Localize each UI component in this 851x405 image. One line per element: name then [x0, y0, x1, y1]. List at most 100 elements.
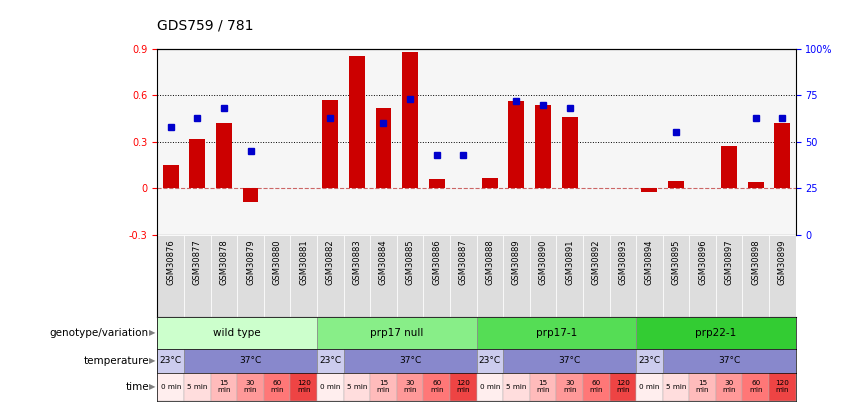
Text: GSM30878: GSM30878 [220, 239, 228, 285]
Text: GSM30899: GSM30899 [778, 239, 787, 285]
Bar [583, 49, 609, 235]
Bar [317, 349, 344, 373]
Text: 120
min: 120 min [297, 380, 311, 394]
Text: 0 min: 0 min [320, 384, 340, 390]
Bar [237, 49, 264, 235]
Text: GSM30887: GSM30887 [459, 239, 468, 285]
Text: GSM30880: GSM30880 [272, 239, 282, 285]
Bar [609, 235, 636, 317]
Text: GSM30877: GSM30877 [193, 239, 202, 285]
Bar [344, 373, 370, 401]
Text: GSM30894: GSM30894 [645, 239, 654, 285]
Bar [663, 349, 796, 373]
Text: 30
min: 30 min [563, 380, 576, 394]
Bar [636, 373, 663, 401]
Text: prp17-1: prp17-1 [536, 328, 577, 338]
Bar [503, 349, 636, 373]
Bar [769, 49, 796, 235]
Bar [344, 49, 370, 235]
Text: GSM30891: GSM30891 [565, 239, 574, 285]
Bar [163, 165, 179, 188]
Bar [424, 235, 450, 317]
Bar [482, 177, 498, 188]
Bar [375, 108, 391, 188]
Text: 120
min: 120 min [456, 380, 471, 394]
Text: 23°C: 23°C [479, 356, 501, 365]
Bar [583, 373, 609, 401]
Bar [290, 235, 317, 317]
Text: GSM30895: GSM30895 [671, 239, 681, 285]
Bar [636, 235, 663, 317]
Bar [562, 117, 578, 188]
Text: 23°C: 23°C [319, 356, 341, 365]
Bar [477, 373, 503, 401]
Text: GSM30896: GSM30896 [698, 239, 707, 285]
Bar [668, 181, 684, 188]
Text: GSM30883: GSM30883 [352, 239, 362, 285]
Bar [535, 104, 551, 188]
Text: 60
min: 60 min [590, 380, 603, 394]
Bar [529, 235, 557, 317]
Text: GSM30876: GSM30876 [166, 239, 175, 285]
Bar [317, 317, 477, 349]
Bar [184, 349, 317, 373]
Text: ▶: ▶ [149, 328, 156, 337]
Text: 15
min: 15 min [377, 380, 391, 394]
Text: ▶: ▶ [149, 356, 156, 365]
Text: genotype/variation: genotype/variation [50, 328, 149, 338]
Bar [477, 317, 636, 349]
Bar [557, 373, 583, 401]
Text: 5 min: 5 min [346, 384, 367, 390]
Bar [349, 56, 365, 188]
Bar [344, 349, 477, 373]
Bar [689, 373, 716, 401]
Text: GSM30898: GSM30898 [751, 239, 760, 285]
Bar [397, 373, 424, 401]
Bar [716, 235, 742, 317]
Bar [609, 373, 636, 401]
Bar [237, 373, 264, 401]
Text: 15
min: 15 min [696, 380, 710, 394]
Bar [663, 235, 689, 317]
Bar [424, 373, 450, 401]
Bar [184, 235, 211, 317]
Bar [211, 49, 237, 235]
Bar [557, 49, 583, 235]
Bar [663, 49, 689, 235]
Bar [184, 49, 211, 235]
Text: 0 min: 0 min [161, 384, 181, 390]
Bar [450, 235, 477, 317]
Text: 5 min: 5 min [665, 384, 686, 390]
Text: GSM30890: GSM30890 [539, 239, 547, 285]
Text: 5 min: 5 min [187, 384, 208, 390]
Bar [370, 235, 397, 317]
Bar [477, 349, 503, 373]
Bar [211, 373, 237, 401]
Text: 60
min: 60 min [749, 380, 762, 394]
Bar [636, 349, 663, 373]
Bar [508, 101, 524, 188]
Bar [636, 317, 796, 349]
Bar [264, 49, 290, 235]
Bar [243, 188, 259, 202]
Bar [769, 373, 796, 401]
Bar [424, 49, 450, 235]
Bar [503, 49, 529, 235]
Bar [450, 373, 477, 401]
Bar [157, 349, 184, 373]
Text: 15
min: 15 min [217, 380, 231, 394]
Text: 23°C: 23°C [638, 356, 660, 365]
Bar [636, 49, 663, 235]
Bar [716, 373, 742, 401]
Text: GSM30893: GSM30893 [619, 239, 627, 285]
Text: GSM30888: GSM30888 [485, 239, 494, 285]
Bar [216, 123, 231, 188]
Bar [722, 147, 737, 188]
Bar [716, 49, 742, 235]
Text: GSM30889: GSM30889 [512, 239, 521, 285]
Bar [503, 235, 529, 317]
Text: 30
min: 30 min [722, 380, 736, 394]
Bar [503, 373, 529, 401]
Text: prp22-1: prp22-1 [695, 328, 736, 338]
Text: 30
min: 30 min [243, 380, 257, 394]
